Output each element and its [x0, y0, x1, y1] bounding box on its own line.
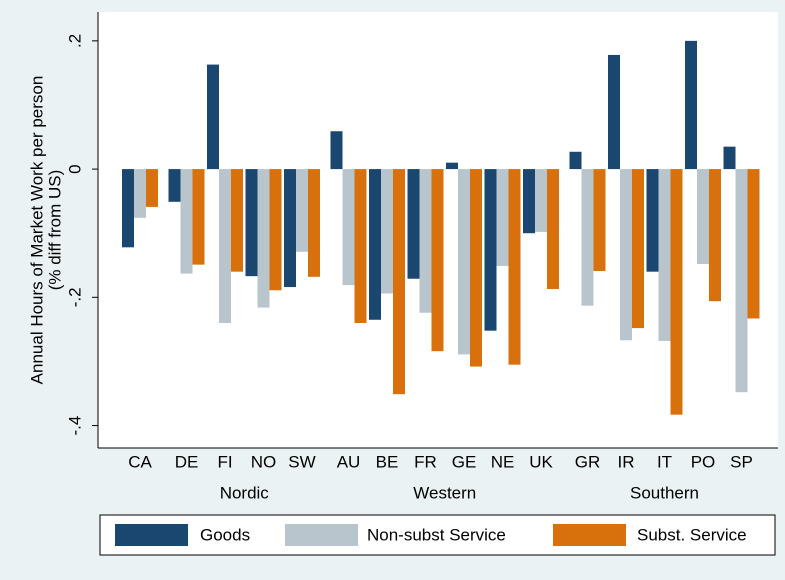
x-tick-label: IT	[657, 452, 672, 471]
legend-label: Subst. Service	[637, 525, 747, 544]
bar	[735, 169, 748, 393]
bar	[632, 169, 644, 329]
bar	[608, 54, 620, 170]
x-tick-label: NE	[491, 452, 515, 471]
y-tick-label: 0	[65, 164, 84, 173]
bar	[697, 169, 709, 264]
bar	[593, 169, 606, 272]
bar	[330, 131, 343, 170]
x-tick-label: DE	[175, 452, 199, 471]
y-tick-label: -.2	[65, 287, 84, 307]
bar	[407, 169, 420, 279]
bar	[458, 169, 470, 355]
legend-label: Goods	[200, 525, 250, 544]
bar	[192, 169, 205, 265]
x-tick-label: BE	[376, 452, 399, 471]
bar	[296, 169, 308, 252]
x-tick-label: UK	[529, 452, 553, 471]
legend-swatch	[553, 524, 626, 546]
bar	[207, 64, 219, 170]
bar	[381, 169, 393, 294]
legend-swatch	[285, 524, 358, 546]
bar	[723, 146, 736, 170]
bar	[496, 169, 509, 266]
bar	[269, 169, 282, 291]
x-tick-label: FR	[414, 452, 437, 471]
y-axis-title: (% diff from US)	[45, 170, 64, 291]
bar	[523, 169, 535, 234]
y-tick-label: -.4	[65, 416, 84, 436]
bar	[685, 40, 697, 170]
x-tick-label: CA	[128, 452, 152, 471]
bar	[146, 169, 158, 207]
bar	[431, 169, 444, 352]
bar	[180, 169, 193, 274]
bar	[569, 151, 582, 170]
x-tick-label: SP	[730, 452, 753, 471]
bar	[245, 169, 258, 277]
group-label: Southern	[630, 483, 699, 502]
legend-swatch	[115, 524, 188, 546]
bar	[508, 169, 521, 365]
bar	[709, 169, 721, 302]
bar	[747, 169, 760, 319]
bar	[470, 169, 482, 367]
bar	[134, 169, 146, 218]
bar	[219, 169, 231, 323]
y-tick-label: .2	[65, 34, 84, 48]
x-tick-label: IR	[618, 452, 635, 471]
bar	[658, 169, 671, 341]
bar	[308, 169, 320, 277]
x-tick-label: GR	[575, 452, 601, 471]
x-tick-label: FI	[217, 452, 232, 471]
y-axis-title: Annual Hours of Market Work per person	[27, 76, 46, 385]
bar	[393, 169, 405, 395]
bar	[284, 169, 296, 288]
x-tick-label: AU	[337, 452, 361, 471]
x-tick-label: NO	[251, 452, 277, 471]
bar	[231, 169, 243, 272]
bar	[620, 169, 632, 341]
bar	[419, 169, 432, 313]
bar	[670, 169, 683, 415]
bar	[484, 169, 497, 331]
bar	[168, 169, 181, 202]
legend-label: Non-subst Service	[367, 525, 506, 544]
x-tick-label: SW	[288, 452, 315, 471]
bar	[535, 169, 547, 232]
bar	[581, 169, 594, 306]
bar	[354, 169, 367, 323]
bar	[547, 169, 559, 289]
legend	[99, 514, 776, 556]
x-tick-label: PO	[691, 452, 716, 471]
group-label: Nordic	[220, 483, 270, 502]
bar	[122, 169, 134, 248]
x-tick-label: GE	[452, 452, 477, 471]
bar	[342, 169, 355, 286]
bar	[369, 169, 381, 320]
bar	[446, 162, 458, 170]
group-label: Western	[413, 483, 476, 502]
bar	[257, 169, 270, 308]
bar	[646, 169, 659, 272]
